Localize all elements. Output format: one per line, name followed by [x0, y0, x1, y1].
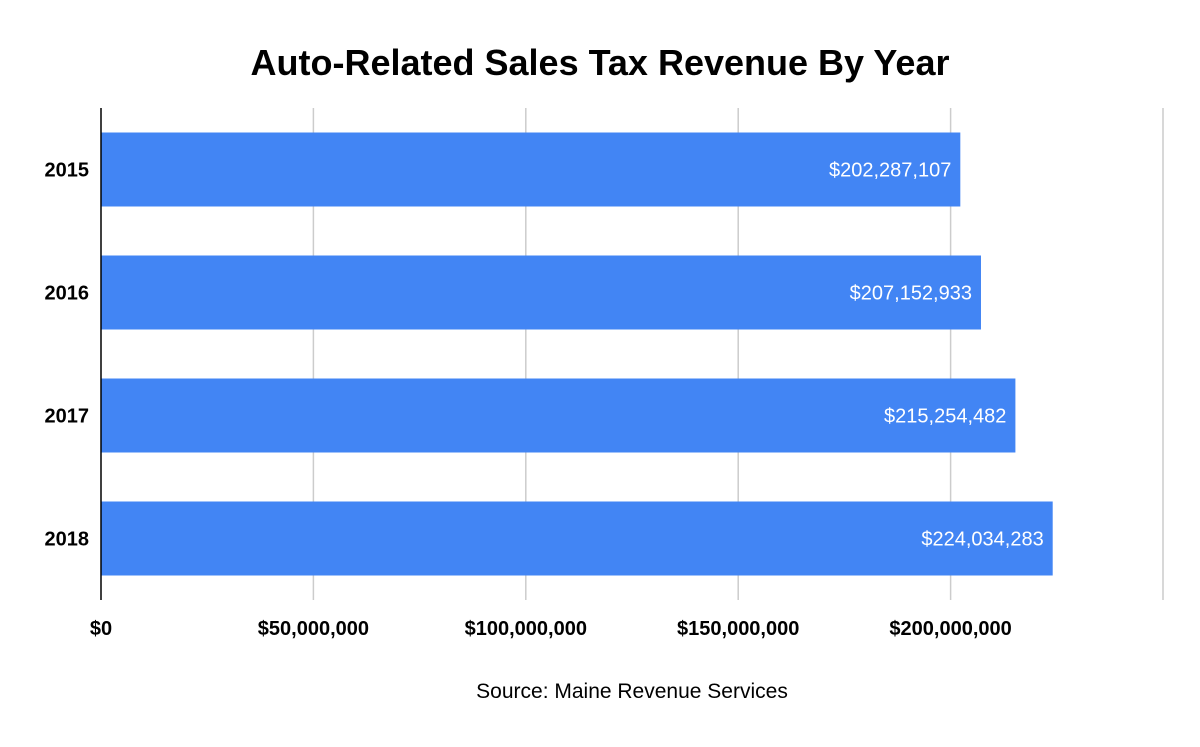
x-tick-label-2: $100,000,000	[465, 618, 587, 640]
bar-value-label-2016: $207,152,933	[850, 283, 972, 305]
bar-2018	[101, 501, 1053, 576]
y-tick-label-2017: 2017	[45, 406, 90, 428]
y-axis-tick-labels: 2015 2016 2017 2018	[45, 160, 90, 551]
bars: $202,287,107 $207,152,933 $215,254,482 $224…	[101, 132, 1053, 576]
x-tick-label-1: $50,000,000	[258, 618, 369, 640]
bar-2016	[101, 255, 981, 330]
bar-2017	[101, 378, 1016, 453]
x-tick-label-3: $150,000,000	[677, 618, 799, 640]
bar-value-label-2017: $215,254,482	[884, 406, 1006, 428]
bar-value-label-2015: $202,287,107	[829, 160, 951, 182]
bar-2015	[101, 132, 961, 207]
bar-value-label-2018: $224,034,283	[921, 529, 1043, 551]
chart-title: Auto-Related Sales Tax Revenue By Year	[251, 42, 950, 83]
x-axis-tick-labels: $0 $50,000,000 $100,000,000 $150,000,000 $20…	[90, 618, 1012, 640]
y-tick-label-2015: 2015	[45, 160, 90, 182]
x-tick-label-0: $0	[90, 618, 112, 640]
source-note: Source: Maine Revenue Services	[476, 680, 788, 703]
y-tick-label-2016: 2016	[45, 283, 90, 305]
x-tick-label-4: $200,000,000	[889, 618, 1011, 640]
y-tick-label-2018: 2018	[45, 529, 90, 551]
